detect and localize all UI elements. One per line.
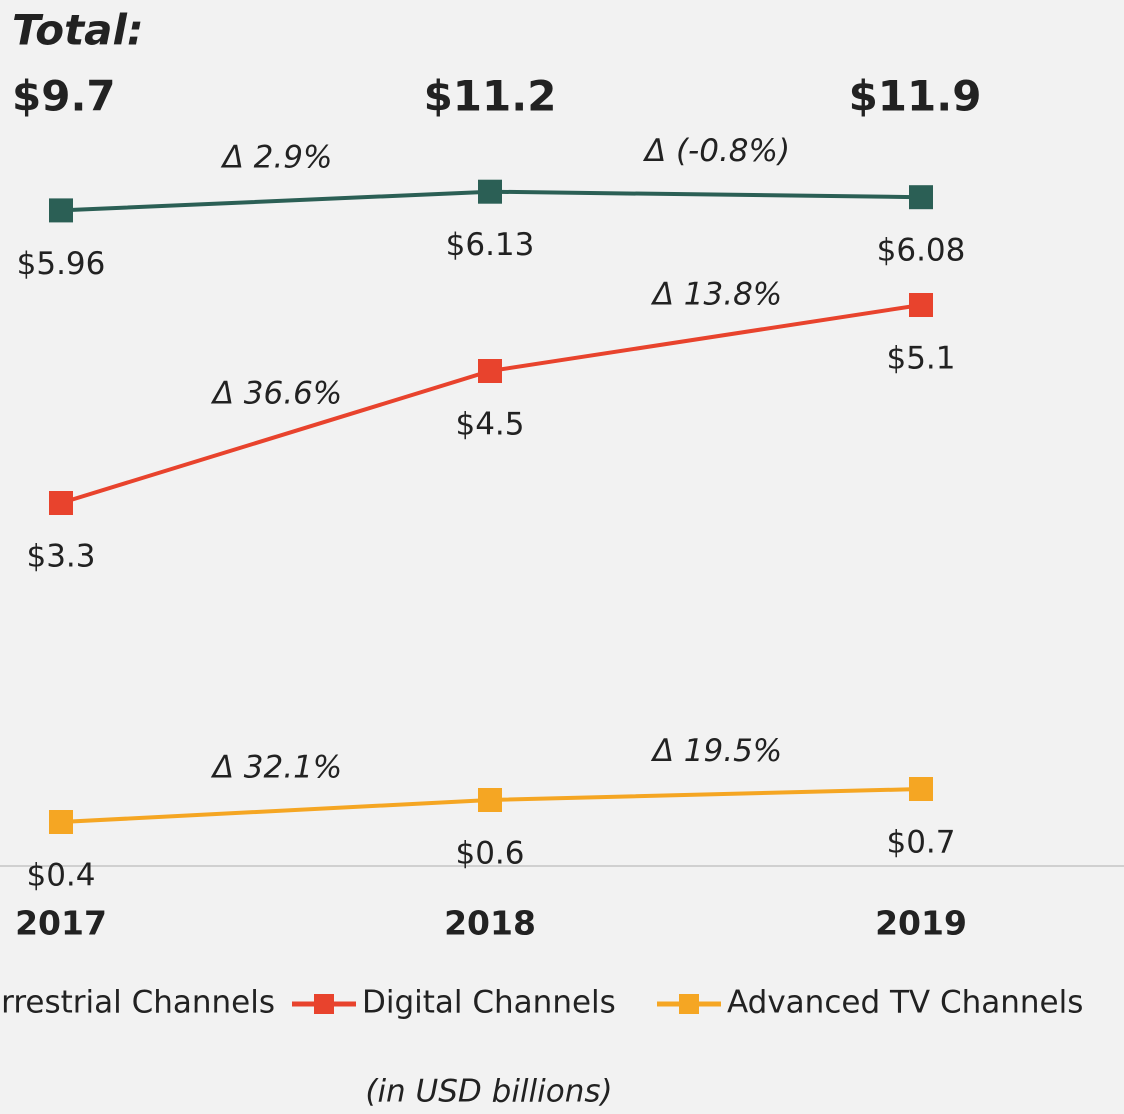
- value-label: $5.1: [886, 341, 955, 377]
- totals-label: Total:: [12, 6, 144, 55]
- total-label: $9.7: [12, 72, 116, 121]
- legend-marker: [679, 994, 699, 1014]
- delta-label: Δ 13.8%: [651, 277, 783, 313]
- value-label: $0.4: [26, 858, 95, 894]
- value-label: $0.6: [455, 836, 524, 872]
- value-label: $4.5: [455, 407, 524, 443]
- x-tick-label: 2018: [444, 904, 536, 943]
- x-tick-label: 2017: [15, 904, 107, 943]
- total-label: $11.2: [424, 72, 557, 121]
- total-label: $11.9: [849, 72, 982, 121]
- legend-label: Terrestrial Channels: [0, 985, 275, 1021]
- legend-label: Advanced TV Channels: [727, 985, 1083, 1021]
- delta-label: Δ 36.6%: [211, 376, 343, 412]
- x-tick-label: 2019: [875, 904, 967, 943]
- point-marker: [478, 359, 502, 383]
- value-label: $3.3: [26, 539, 95, 575]
- legend-marker: [314, 994, 334, 1014]
- value-label: $6.13: [446, 227, 535, 263]
- point-marker: [909, 293, 933, 317]
- delta-label: Δ 32.1%: [211, 750, 343, 786]
- value-label: $5.96: [17, 246, 106, 282]
- subtitle: (in USD billions): [365, 1074, 612, 1110]
- legend-label: Digital Channels: [362, 985, 616, 1021]
- value-label: $0.7: [886, 825, 955, 861]
- point-marker: [478, 788, 502, 812]
- point-marker: [49, 810, 73, 834]
- point-marker: [478, 179, 502, 204]
- point-marker: [909, 185, 933, 210]
- point-marker: [49, 491, 73, 515]
- point-marker: [49, 198, 73, 223]
- delta-label: Δ (-0.8%): [643, 133, 790, 169]
- value-label: $6.08: [877, 233, 966, 269]
- delta-label: Δ 2.9%: [221, 140, 333, 176]
- point-marker: [909, 777, 933, 801]
- delta-label: Δ 19.5%: [651, 733, 783, 769]
